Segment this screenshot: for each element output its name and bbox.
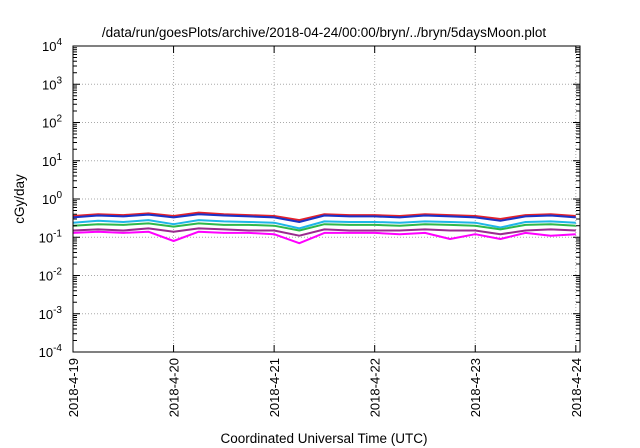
x-tick-label: 2018-4-24	[569, 358, 584, 417]
y-tick-labels: 10-4 10-3 10-2 10-1 100 101 102 103 104	[39, 37, 63, 360]
y-tick-label: 10-2	[39, 267, 63, 284]
y-tick-label: 10-1	[39, 228, 63, 245]
x-tick-label: 2018-4-22	[368, 358, 383, 417]
y-tick-label: 100	[42, 190, 62, 207]
x-tick-label: 2018-4-19	[66, 358, 81, 417]
series-line-6	[72, 230, 576, 245]
series-line-4	[72, 222, 576, 232]
y-tick-label: 10-4	[39, 343, 63, 360]
y-tick-label: 104	[42, 37, 62, 54]
series-line-2	[72, 213, 576, 223]
series-line-3	[72, 219, 576, 230]
x-axis-title: Coordinated Universal Time (UTC)	[220, 431, 427, 446]
series-line-1	[72, 211, 576, 222]
x-tick-label: 2018-4-23	[468, 358, 483, 417]
y-tick-label: 101	[42, 152, 62, 169]
y-axis-title: cGy/day	[12, 174, 27, 224]
ticks	[72, 45, 580, 353]
y-tick-label: 102	[42, 114, 62, 131]
y-tick-label: 10-3	[39, 305, 63, 322]
x-tick-label: 2018-4-21	[267, 358, 282, 417]
x-tick-label: 2018-4-20	[167, 358, 182, 417]
series-line-5	[72, 227, 576, 237]
x-tick-labels: 2018-4-19 2018-4-20 2018-4-21 2018-4-22 2018…	[66, 358, 584, 417]
y-tick-label: 103	[42, 75, 62, 92]
chart-title: /data/run/goesPlots/archive/2018-04-24/0…	[102, 25, 547, 40]
series-group	[72, 211, 576, 245]
